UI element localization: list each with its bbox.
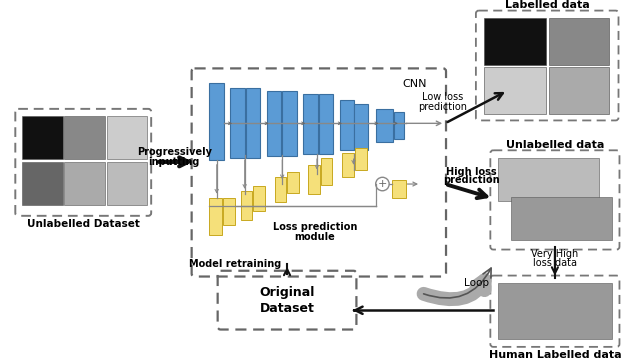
Bar <box>209 83 225 160</box>
Text: Dataset: Dataset <box>260 302 314 315</box>
Text: prediction: prediction <box>443 175 499 185</box>
Bar <box>303 94 318 154</box>
Text: Original: Original <box>259 286 315 299</box>
Text: Unlabelled data: Unlabelled data <box>506 140 604 149</box>
Bar <box>498 158 599 201</box>
Bar <box>392 180 406 197</box>
Bar <box>549 67 609 114</box>
Bar <box>340 100 353 150</box>
Bar <box>107 116 147 159</box>
Text: Low loss: Low loss <box>422 92 463 102</box>
Text: CNN: CNN <box>402 79 426 89</box>
Bar <box>22 116 63 159</box>
Text: Human Labelled data: Human Labelled data <box>488 350 621 359</box>
Text: module: module <box>294 232 335 242</box>
FancyArrowPatch shape <box>424 280 484 299</box>
Bar <box>355 148 367 169</box>
Bar <box>22 162 63 205</box>
Text: High loss: High loss <box>446 167 497 177</box>
Bar <box>107 162 147 205</box>
Bar <box>484 67 546 114</box>
Text: Very High: Very High <box>531 250 579 259</box>
Text: Loss prediction: Loss prediction <box>273 222 357 232</box>
Bar <box>319 94 333 154</box>
Bar <box>230 88 244 158</box>
Text: loss data: loss data <box>533 258 577 268</box>
Bar <box>253 186 265 211</box>
Text: Loop: Loop <box>465 278 490 288</box>
Bar <box>223 199 235 225</box>
Bar <box>275 177 286 202</box>
Bar <box>511 197 612 240</box>
Text: Unlabelled Dataset: Unlabelled Dataset <box>27 219 140 229</box>
Text: inputting: inputting <box>148 157 200 167</box>
Bar <box>394 112 404 139</box>
Bar <box>498 283 612 339</box>
Text: +: + <box>378 179 387 189</box>
Bar <box>484 18 546 65</box>
Bar <box>342 153 353 177</box>
Bar <box>549 18 609 65</box>
Bar <box>308 165 320 194</box>
Bar <box>241 191 252 220</box>
Bar <box>355 104 368 150</box>
Bar <box>246 88 260 158</box>
Text: prediction: prediction <box>418 102 467 112</box>
Bar <box>209 199 223 235</box>
Text: Progressively: Progressively <box>137 147 212 157</box>
Bar <box>287 172 299 193</box>
Bar <box>65 116 105 159</box>
Text: Labelled data: Labelled data <box>505 0 589 10</box>
Text: Model retraining: Model retraining <box>189 259 281 269</box>
Bar <box>321 158 332 185</box>
Bar <box>376 109 393 142</box>
Bar <box>267 90 281 156</box>
Bar <box>65 162 105 205</box>
Bar <box>282 90 297 156</box>
